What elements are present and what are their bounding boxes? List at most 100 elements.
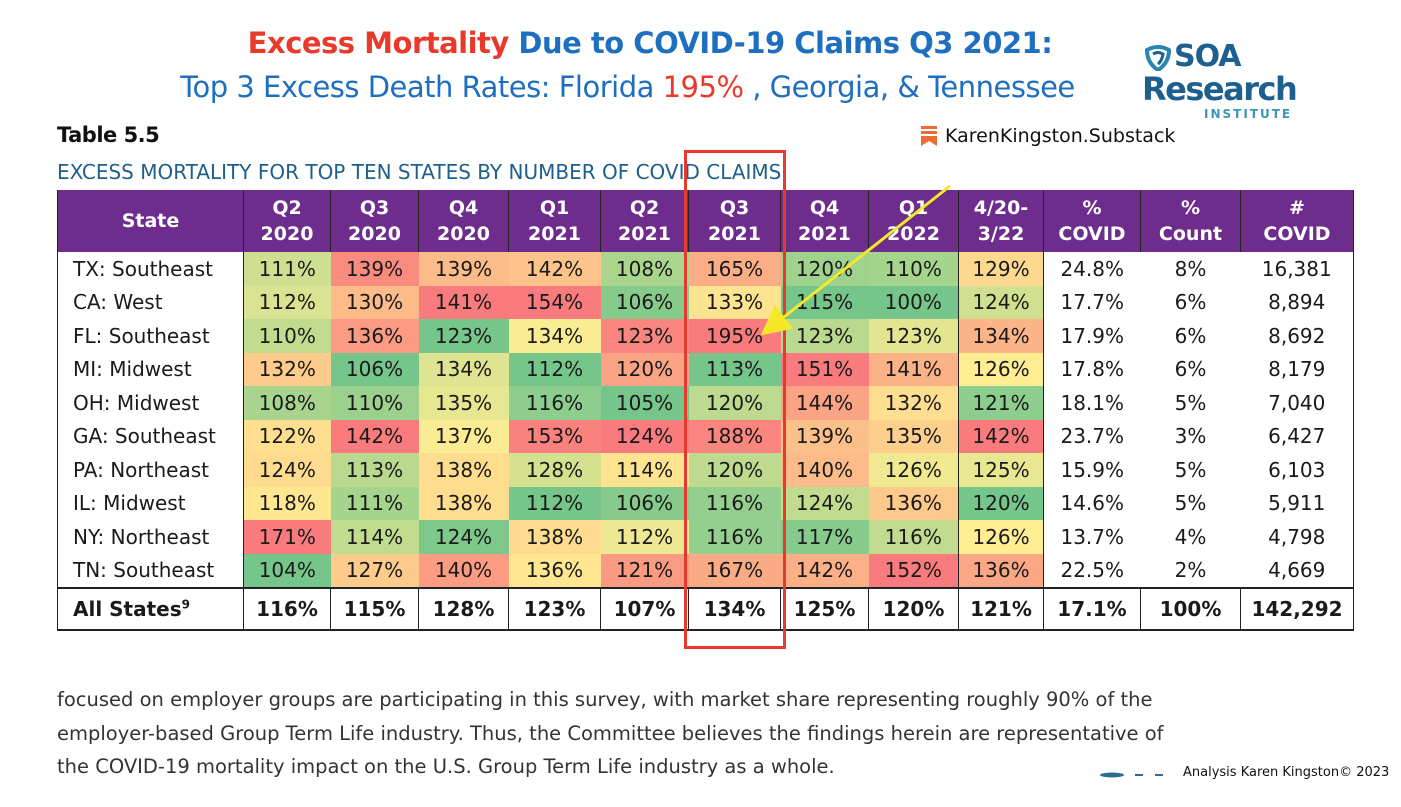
value-cell: 142% — [330, 419, 419, 453]
column-header-line: 2020 — [437, 223, 490, 245]
value-cell: 111% — [243, 252, 331, 286]
value-cell: 138% — [418, 486, 509, 520]
body-paragraph: focused on employer groups are participa… — [57, 683, 1317, 784]
column-header-line: Count — [1158, 223, 1223, 245]
state-cell: TX: Southeast — [73, 256, 213, 281]
column-header: # COVID — [1240, 190, 1354, 252]
table-subtitle: EXCESS MORTALITY FOR TOP TEN STATES BY N… — [57, 160, 782, 184]
value-cell: 140% — [780, 453, 869, 487]
value-cell: 137% — [418, 419, 509, 453]
value-cell: 2% — [1174, 558, 1207, 583]
value-cell: 138% — [508, 520, 601, 554]
column-header: Q4 2021 — [780, 190, 869, 252]
value-cell: 134% — [418, 352, 509, 386]
value-cell: 116% — [688, 520, 781, 554]
value-cell: 123% — [600, 319, 689, 353]
value-cell: 6% — [1174, 323, 1207, 348]
value-cell: 104% — [243, 553, 331, 588]
value-cell: 115% — [780, 285, 869, 319]
column-header-line: Q3 — [359, 197, 390, 219]
value-cell: 4,798 — [1268, 524, 1326, 549]
value-cell: 151% — [780, 352, 869, 386]
value-cell: 120% — [600, 352, 689, 386]
value-cell: 136% — [508, 553, 601, 588]
value-cell: 134% — [958, 319, 1044, 353]
value-cell: 22.5% — [1043, 553, 1141, 588]
column-header-line: 2021 — [708, 223, 761, 245]
value-cell: 6% — [1174, 357, 1207, 382]
q3-2021-highlight-box — [684, 150, 786, 649]
value-cell: 106% — [600, 285, 689, 319]
footnote-marker: 9 — [181, 597, 191, 612]
value-cell: 126% — [958, 520, 1044, 554]
analysis-credit: Analysis Karen Kingston© 2023 — [1183, 765, 1390, 780]
table-row: TN: Southeast 104% 127% 140% 136% 121% 167% 142… — [58, 553, 1354, 588]
column-header-line: Q3 — [719, 197, 750, 219]
column-header-line: Q1 — [539, 197, 570, 219]
value-cell: 121% — [958, 386, 1044, 420]
column-header-line: 2021 — [798, 223, 851, 245]
column-header-line: Q2 — [272, 197, 302, 219]
column-header-line: 2022 — [887, 223, 940, 245]
excess-mortality-table: State Q2 2020 Q3 2020 Q4 2020 Q1 2021 Q2 2021 Q3 202… — [57, 190, 1354, 631]
value-cell: 3% — [1174, 424, 1207, 449]
value-cell: 17.8% — [1043, 352, 1141, 386]
table-label: Table 5.5 — [57, 123, 160, 147]
value-cell: 120% — [958, 486, 1044, 520]
title-line-1: Excess Mortality Due to COVID-19 Claims … — [0, 26, 1300, 60]
value-cell: 136% — [868, 486, 959, 520]
value-cell: 17.9% — [1043, 319, 1141, 353]
value-cell: 167% — [688, 553, 781, 588]
value-cell: 124% — [780, 486, 869, 520]
table-row: GA: Southeast 122% 142% 137% 153% 124% 188% 139… — [58, 419, 1354, 453]
value-cell: 138% — [418, 453, 509, 487]
total-cell: 17.1% — [1043, 587, 1141, 631]
value-cell: 134% — [508, 319, 601, 353]
value-cell: 130% — [330, 285, 419, 319]
value-cell: 8,179 — [1268, 357, 1326, 382]
substack-label: KarenKingston.Substack — [945, 125, 1176, 147]
value-cell: 108% — [600, 252, 689, 286]
value-cell: 132% — [868, 386, 959, 420]
logo-soa: SOA — [1174, 39, 1242, 74]
value-cell: 128% — [508, 453, 601, 487]
value-cell: 132% — [243, 352, 331, 386]
column-header-line: % — [1180, 197, 1201, 219]
value-cell: 17.7% — [1043, 285, 1141, 319]
value-cell: 142% — [780, 553, 869, 588]
total-cell: 134% — [688, 587, 781, 631]
value-cell: 116% — [688, 486, 781, 520]
column-header-line: COVID — [1058, 223, 1126, 245]
total-cell: 121% — [958, 587, 1044, 631]
value-cell: 114% — [600, 453, 689, 487]
column-header: % Count — [1140, 190, 1241, 252]
value-cell: 6,103 — [1268, 457, 1326, 482]
value-cell: 5,911 — [1268, 491, 1326, 516]
value-cell: 4% — [1174, 524, 1207, 549]
value-cell: 8,692 — [1268, 323, 1326, 348]
value-cell: 140% — [418, 553, 509, 588]
paragraph-line: the COVID-19 mortality impact on the U.S… — [57, 755, 835, 778]
state-cell: IL: Midwest — [73, 491, 186, 516]
value-cell: 24.8% — [1043, 252, 1141, 286]
table-row: IL: Midwest 118% 111% 138% 112% 106% 116% 124% 1… — [58, 486, 1354, 520]
logo-research: Research — [1142, 70, 1298, 108]
value-cell: 117% — [780, 520, 869, 554]
value-cell: 118% — [243, 486, 331, 520]
value-cell: 111% — [330, 486, 419, 520]
table-row: OH: Midwest 108% 110% 135% 116% 105% 120% 144% 1… — [58, 386, 1354, 420]
state-cell: OH: Midwest — [73, 390, 200, 415]
total-row: All States9 116% 115% 128% 123% 107% 134% 125% 1… — [57, 587, 1354, 631]
column-header: Q3 2021 — [688, 190, 781, 252]
value-cell: 6,427 — [1268, 424, 1326, 449]
value-cell: 8% — [1174, 256, 1207, 281]
value-cell: 6% — [1174, 290, 1207, 315]
value-cell: 142% — [508, 252, 601, 286]
total-cell: 142,292 — [1240, 587, 1354, 631]
value-cell: 112% — [600, 520, 689, 554]
value-cell: 5% — [1174, 491, 1207, 516]
column-header: Q2 2020 — [243, 190, 331, 252]
state-cell: CA: West — [73, 290, 163, 315]
value-cell: 5% — [1174, 457, 1207, 482]
total-cell: 123% — [508, 587, 601, 631]
